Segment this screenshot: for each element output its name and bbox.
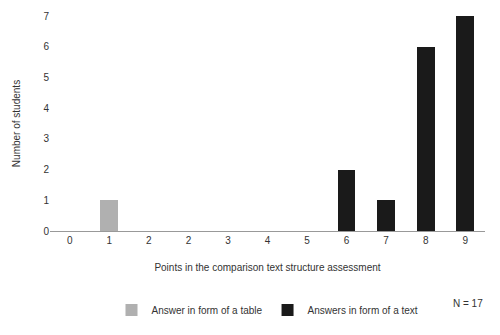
svg-text:4: 4 bbox=[43, 103, 49, 114]
svg-text:9: 9 bbox=[462, 235, 468, 246]
svg-text:Answer in form of a table: Answer in form of a table bbox=[152, 305, 263, 316]
svg-text:8: 8 bbox=[423, 235, 429, 246]
svg-text:1: 1 bbox=[107, 235, 113, 246]
svg-text:N = 17: N = 17 bbox=[453, 298, 483, 309]
svg-text:Number of students: Number of students bbox=[11, 80, 22, 167]
svg-text:2: 2 bbox=[43, 164, 49, 175]
svg-text:3: 3 bbox=[225, 235, 231, 246]
svg-text:7: 7 bbox=[383, 235, 389, 246]
svg-text:2: 2 bbox=[186, 235, 192, 246]
svg-text:0: 0 bbox=[67, 235, 73, 246]
svg-text:2: 2 bbox=[146, 235, 152, 246]
svg-text:7: 7 bbox=[43, 11, 49, 22]
svg-text:6: 6 bbox=[43, 41, 49, 52]
svg-text:6: 6 bbox=[344, 235, 350, 246]
svg-text:5: 5 bbox=[43, 72, 49, 83]
svg-text:0: 0 bbox=[43, 226, 49, 237]
svg-text:3: 3 bbox=[43, 133, 49, 144]
svg-text:1: 1 bbox=[43, 195, 49, 206]
svg-text:Points in the comparison text: Points in the comparison text structure … bbox=[154, 262, 380, 273]
svg-text:Answers in form of a text: Answers in form of a text bbox=[308, 305, 418, 316]
svg-text:4: 4 bbox=[265, 235, 271, 246]
svg-text:5: 5 bbox=[304, 235, 310, 246]
